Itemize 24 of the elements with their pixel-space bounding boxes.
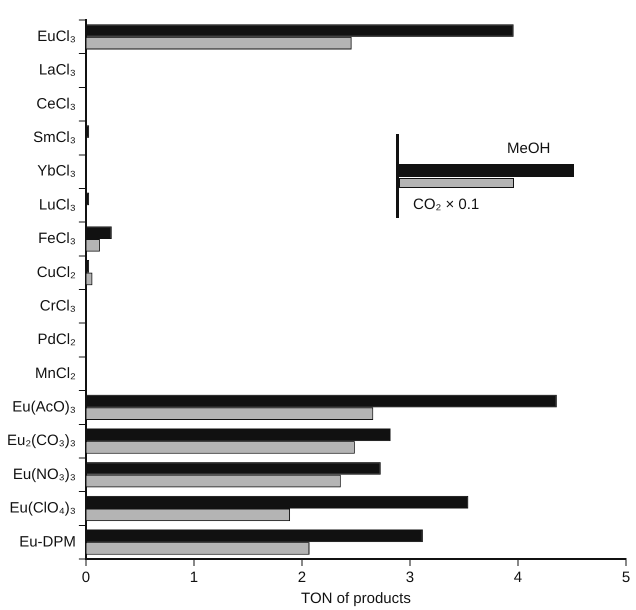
y-tick-label: Eu(AcO)₃: [12, 398, 76, 416]
x-tick-label: 1: [190, 569, 198, 586]
y-tick-label: SmCl₃: [33, 129, 76, 146]
x-tick-label: 0: [82, 569, 90, 586]
x-tick-label: 5: [622, 569, 630, 586]
y-tick-label: CuCl₂: [36, 264, 76, 281]
y-tick-label: MnCl₂: [35, 364, 76, 382]
y-tick-label: YbCl₃: [37, 162, 76, 180]
y-tick-label: LuCl₃: [38, 196, 76, 214]
y-tick-label: EuCl₃: [37, 28, 76, 45]
y-tick-label: PdCl₂: [38, 331, 76, 348]
y-tick-label: LaCl₃: [38, 62, 76, 79]
legend: MeOH CO₂ × 0.1: [396, 134, 579, 218]
x-tick-label: 3: [406, 569, 414, 586]
y-tick-label: FeCl₃: [38, 230, 76, 248]
y-tick-label: Eu-DPM: [19, 533, 76, 550]
x-tick-label: 4: [514, 569, 522, 586]
y-tick-label: Eu(NO₃)₃: [12, 466, 76, 483]
y-tick-label: CeCl₃: [36, 95, 76, 112]
y-tick-label: Eu(ClO₄)₃: [9, 500, 76, 517]
x-tick-label: 2: [298, 569, 306, 586]
y-tick-label: Eu₂(CO₃)₃: [6, 432, 76, 450]
y-tick-label: CrCl₃: [40, 297, 76, 314]
x-axis-title: TON of products: [301, 590, 411, 608]
